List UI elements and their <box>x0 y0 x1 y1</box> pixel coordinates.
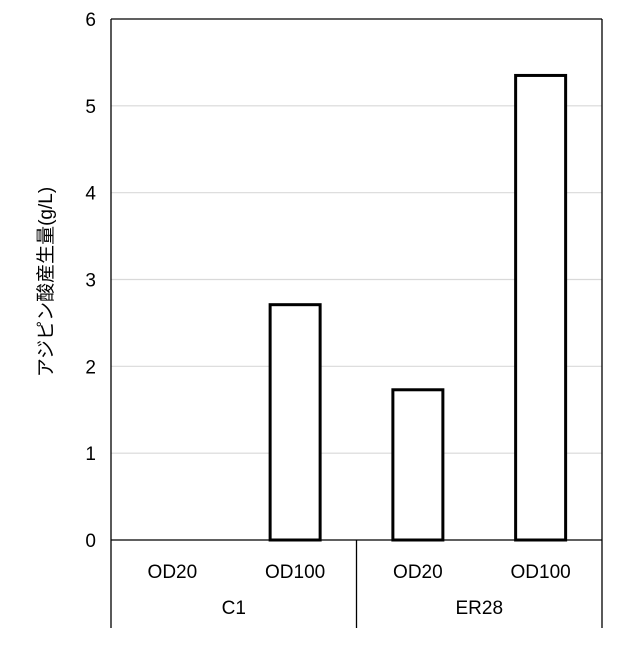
x-category-label: OD20 <box>393 562 443 583</box>
y-tick-label: 5 <box>85 97 96 118</box>
y-tick-label: 0 <box>85 531 96 552</box>
bar-chart: 0 1 2 3 4 5 6 アジピン酸産生量(g/L) OD20 OD100 C1 OD20 OD1… <box>0 0 640 640</box>
y-axis-ticks: 0 1 2 3 4 5 6 <box>85 10 96 552</box>
x-category-label: OD20 <box>148 562 198 583</box>
x-group-label: ER28 <box>455 598 503 619</box>
bar-er28-od100 <box>516 75 566 540</box>
y-tick-label: 6 <box>85 10 96 31</box>
x-axis-labels: OD20 OD100 C1 OD20 OD100 ER28 <box>148 562 571 619</box>
y-tick-label: 4 <box>85 184 96 205</box>
y-tick-label: 3 <box>85 271 96 292</box>
y-tick-label: 2 <box>85 357 96 378</box>
y-axis-title: アジピン酸産生量(g/L) <box>35 187 57 377</box>
bar-er28-od20 <box>393 390 443 540</box>
x-group-label: C1 <box>222 598 246 619</box>
x-category-label: OD100 <box>511 562 571 583</box>
y-tick-label: 1 <box>85 444 96 465</box>
x-category-label: OD100 <box>265 562 325 583</box>
bars <box>270 75 566 540</box>
bar-c1-od100 <box>270 305 320 540</box>
